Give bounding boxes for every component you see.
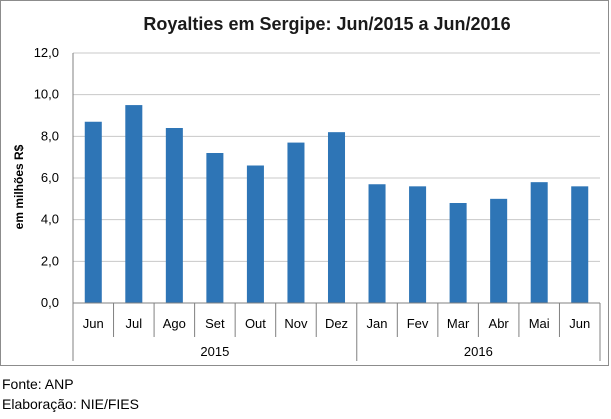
bar (368, 184, 386, 303)
chart-frame: Royalties em Sergipe: Jun/2015 a Jun/201… (0, 0, 609, 366)
bar (409, 186, 427, 303)
bar (246, 165, 264, 303)
bar (571, 186, 589, 303)
bar (530, 182, 548, 303)
x-tick-label: Jul (125, 316, 142, 331)
y-tick-label: 8,0 (41, 128, 59, 143)
year-group-labels: 2015 2016 (200, 344, 492, 359)
axes (72, 53, 601, 361)
x-tick-label: Mai (529, 316, 550, 331)
elaboration-note: Elaboração: NIE/FIES (2, 396, 139, 412)
x-tick-label: Dez (325, 316, 348, 331)
y-tick-label: 4,0 (41, 212, 59, 227)
chart-title: Royalties em Sergipe: Jun/2015 a Jun/201… (143, 14, 510, 34)
source-note: Fonte: ANP (2, 376, 74, 392)
bar (287, 142, 305, 303)
x-tick-label: Ago (163, 316, 186, 331)
bar (165, 128, 183, 303)
bar (490, 198, 508, 303)
y-tick-labels: 0,0 2,0 4,0 6,0 8,0 10,0 12,0 (34, 45, 59, 310)
x-tick-label: Jan (367, 316, 388, 331)
y-axis-label: em milhões R$ (12, 144, 26, 229)
bar (327, 132, 346, 303)
x-tick-label: Set (205, 316, 225, 331)
y-tick-label: 2,0 (41, 253, 59, 268)
year-group-label: 2015 (200, 344, 229, 359)
bar (206, 153, 224, 303)
bar-chart: Royalties em Sergipe: Jun/2015 a Jun/201… (12, 14, 601, 361)
x-tick-label: Abr (489, 316, 510, 331)
chart-notes: Fonte: ANP Elaboração: NIE/FIES (2, 374, 139, 414)
x-tick-label: Jun (569, 316, 590, 331)
y-tick-label: 0,0 (41, 295, 59, 310)
x-tick-label: Out (245, 316, 266, 331)
bar (449, 203, 467, 303)
bar (84, 121, 102, 303)
x-tick-label: Jun (83, 316, 104, 331)
x-tick-label: Nov (284, 316, 308, 331)
x-tick-labels: Jun Jul Ago Set Out Nov Dez Jan Fev Mar Abr Mai Jun (83, 316, 590, 331)
x-tick-label: Mar (447, 316, 470, 331)
bars (84, 105, 589, 303)
y-tick-label: 12,0 (34, 45, 59, 60)
bar (125, 105, 143, 303)
year-group-label: 2016 (464, 344, 493, 359)
x-tick-label: Fev (407, 316, 429, 331)
y-tick-label: 10,0 (34, 87, 59, 102)
y-tick-label: 6,0 (41, 170, 59, 185)
